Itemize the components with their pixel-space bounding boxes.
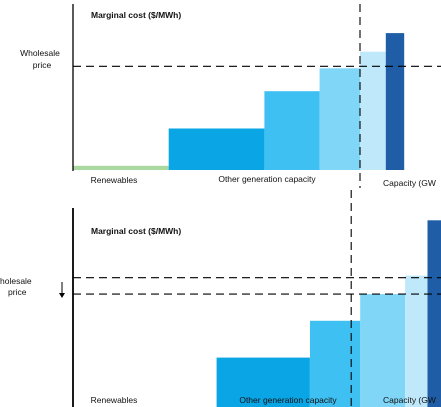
bar-generation-3 xyxy=(360,294,406,407)
category-label-renewables-top: Renewables xyxy=(91,175,138,185)
bars-bottom xyxy=(216,220,441,407)
bar-generation-5 xyxy=(427,220,441,407)
merit-order-chart-top: Marginal cost ($/MWh) Wholesale price Re… xyxy=(20,4,441,188)
bar-generation-1 xyxy=(168,128,265,170)
bar-renewables xyxy=(73,165,169,170)
bar-generation-3 xyxy=(319,68,361,170)
bar-generation-4 xyxy=(360,51,386,171)
bar-generation-4 xyxy=(405,275,428,407)
chart-title-top: Marginal cost ($/MWh) xyxy=(91,10,181,20)
chart-title-bottom: Marginal cost ($/MWh) xyxy=(91,226,181,236)
merit-order-chart-bottom: Marginal cost ($/MWh) holesale price Ren… xyxy=(0,190,441,407)
category-label-other-bottom: Other generation capacity xyxy=(239,395,337,405)
category-label-renewables-bottom: Renewables xyxy=(91,395,138,405)
price-label-line1-bottom: holesale xyxy=(0,276,32,286)
bars-top xyxy=(73,33,405,171)
bar-generation-1 xyxy=(216,357,310,407)
bar-generation-2 xyxy=(264,91,320,170)
x-axis-label-top: Capacity (GW xyxy=(383,178,436,188)
bar-generation-2 xyxy=(310,320,361,407)
price-down-arrow-icon xyxy=(59,282,65,298)
price-label-line2-bottom: price xyxy=(8,287,27,297)
x-axis-label-bottom: Capacity (GW xyxy=(383,395,436,405)
bar-generation-5 xyxy=(385,33,405,170)
price-label-line1-top: Wholesale xyxy=(20,48,60,58)
price-label-line2-top: price xyxy=(33,60,52,70)
category-label-other-top: Other generation capacity xyxy=(218,174,316,184)
